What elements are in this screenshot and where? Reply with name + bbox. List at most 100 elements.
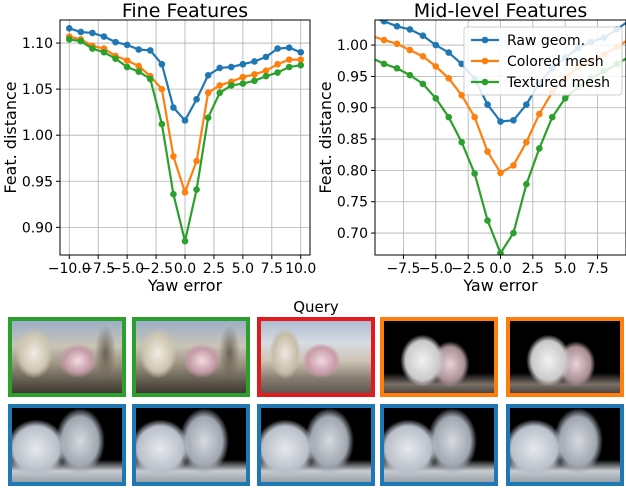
x-axis-label: Yaw error — [462, 276, 538, 295]
y-tick-label: 0.95 — [22, 174, 53, 190]
y-tick-label: 0.75 — [337, 195, 368, 211]
x-tick-label: 2.5 — [203, 261, 225, 277]
data-point-colored — [368, 32, 375, 39]
x-tick-label: 0.0 — [174, 261, 196, 277]
data-point-raw — [380, 20, 388, 25]
data-point-raw — [274, 45, 281, 52]
scene-photo — [12, 321, 122, 393]
x-tick-label: 5.0 — [554, 261, 576, 277]
chart-panel-2: −7.5−5.0−2.5 0.0 2.5 5.0 7.5 0.70 0.75 0.80 0.85… — [316, 0, 626, 295]
data-point-textured — [406, 71, 414, 79]
x-tick-label: −2.5 — [139, 261, 173, 277]
data-point-textured — [297, 61, 305, 69]
y-tick-label: 0.90 — [22, 220, 53, 236]
data-point-raw — [146, 47, 154, 54]
data-point-raw — [523, 101, 530, 108]
data-point-textured — [204, 114, 212, 121]
data-point-textured — [445, 113, 453, 121]
data-point-raw — [285, 44, 293, 51]
data-point-textured — [146, 75, 154, 83]
data-point-textured — [285, 63, 293, 71]
y-tick-label: 0.90 — [337, 101, 368, 117]
data-point-raw — [510, 116, 517, 124]
data-point-textured — [227, 82, 235, 89]
data-point-textured — [181, 237, 189, 245]
data-point-raw — [123, 41, 131, 49]
data-point-colored — [297, 56, 305, 63]
render-image-raw — [8, 404, 126, 486]
data-point-textured — [65, 36, 73, 43]
data-point-textured — [112, 55, 119, 63]
data-point-colored — [497, 169, 504, 177]
legend-box — [463, 26, 623, 96]
data-point-raw — [239, 60, 247, 68]
query-label: Query — [293, 298, 339, 316]
series-group — [65, 24, 305, 245]
data-point-raw — [484, 101, 491, 108]
scene-photo — [510, 321, 620, 393]
data-point-colored — [432, 63, 440, 70]
data-point-colored — [523, 138, 530, 146]
data-point-textured — [561, 95, 569, 102]
y-tick-label: 0.80 — [337, 163, 368, 179]
data-point-textured — [393, 64, 401, 72]
data-point-textured — [262, 72, 270, 80]
data-point-colored — [181, 189, 189, 196]
render-image-raw — [506, 404, 624, 486]
data-point-colored — [406, 46, 414, 54]
y-tick-label: 1.00 — [337, 38, 368, 54]
scene-photo — [510, 408, 620, 482]
data-point-textured — [77, 37, 85, 45]
data-point-raw — [445, 49, 453, 56]
data-point-colored — [158, 85, 166, 93]
data-point-textured — [158, 120, 166, 128]
render-image-raw — [380, 404, 498, 486]
legend: Raw geom. Colored mesh Textured mesh — [463, 26, 623, 96]
data-point-raw — [419, 32, 427, 39]
data-point-colored — [216, 82, 224, 89]
data-point-colored — [471, 113, 478, 121]
data-point-textured — [548, 113, 556, 121]
x-axis-label: Yaw error — [147, 276, 223, 295]
data-point-raw — [251, 58, 258, 65]
data-point-raw — [297, 48, 305, 56]
legend-label: Textured mesh — [506, 75, 610, 91]
data-point-colored — [274, 60, 281, 68]
render-image-raw — [257, 404, 375, 486]
y-tick-label: 1.05 — [22, 82, 53, 98]
data-point-textured — [484, 217, 491, 224]
data-point-textured — [458, 138, 465, 146]
x-tick-label: −7.5 — [81, 261, 115, 277]
chart-title: Fine Features — [122, 0, 248, 22]
y-tick-label: 0.95 — [337, 69, 368, 85]
legend-label: Colored mesh — [507, 54, 604, 70]
data-point-colored — [536, 110, 543, 118]
data-point-colored — [285, 56, 293, 63]
scene-photo — [384, 321, 494, 393]
x-tick-label: −5.0 — [110, 261, 144, 277]
data-point-raw — [497, 118, 504, 125]
legend-swatch-marker — [481, 57, 489, 65]
x-tick-label: −5.0 — [419, 261, 453, 277]
scene-photo — [384, 408, 494, 482]
scene-photo — [12, 408, 122, 482]
data-point-colored — [251, 71, 258, 78]
data-point-textured — [251, 77, 258, 85]
data-point-raw — [158, 60, 166, 68]
query-image — [257, 317, 375, 397]
data-point-raw — [89, 29, 96, 37]
data-point-textured — [135, 68, 143, 75]
data-point-textured — [471, 170, 478, 177]
data-point-raw — [193, 95, 200, 103]
data-point-textured — [193, 186, 200, 193]
scene-photo — [261, 408, 371, 482]
x-tick-label: −10.0 — [48, 261, 91, 277]
data-point-raw — [181, 117, 189, 124]
data-point-raw — [262, 53, 270, 61]
data-point-textured — [368, 54, 375, 61]
data-point-textured — [432, 95, 440, 102]
data-point-textured — [510, 229, 517, 237]
data-point-raw — [432, 41, 440, 49]
data-point-raw — [135, 46, 143, 53]
data-point-textured — [170, 190, 177, 198]
